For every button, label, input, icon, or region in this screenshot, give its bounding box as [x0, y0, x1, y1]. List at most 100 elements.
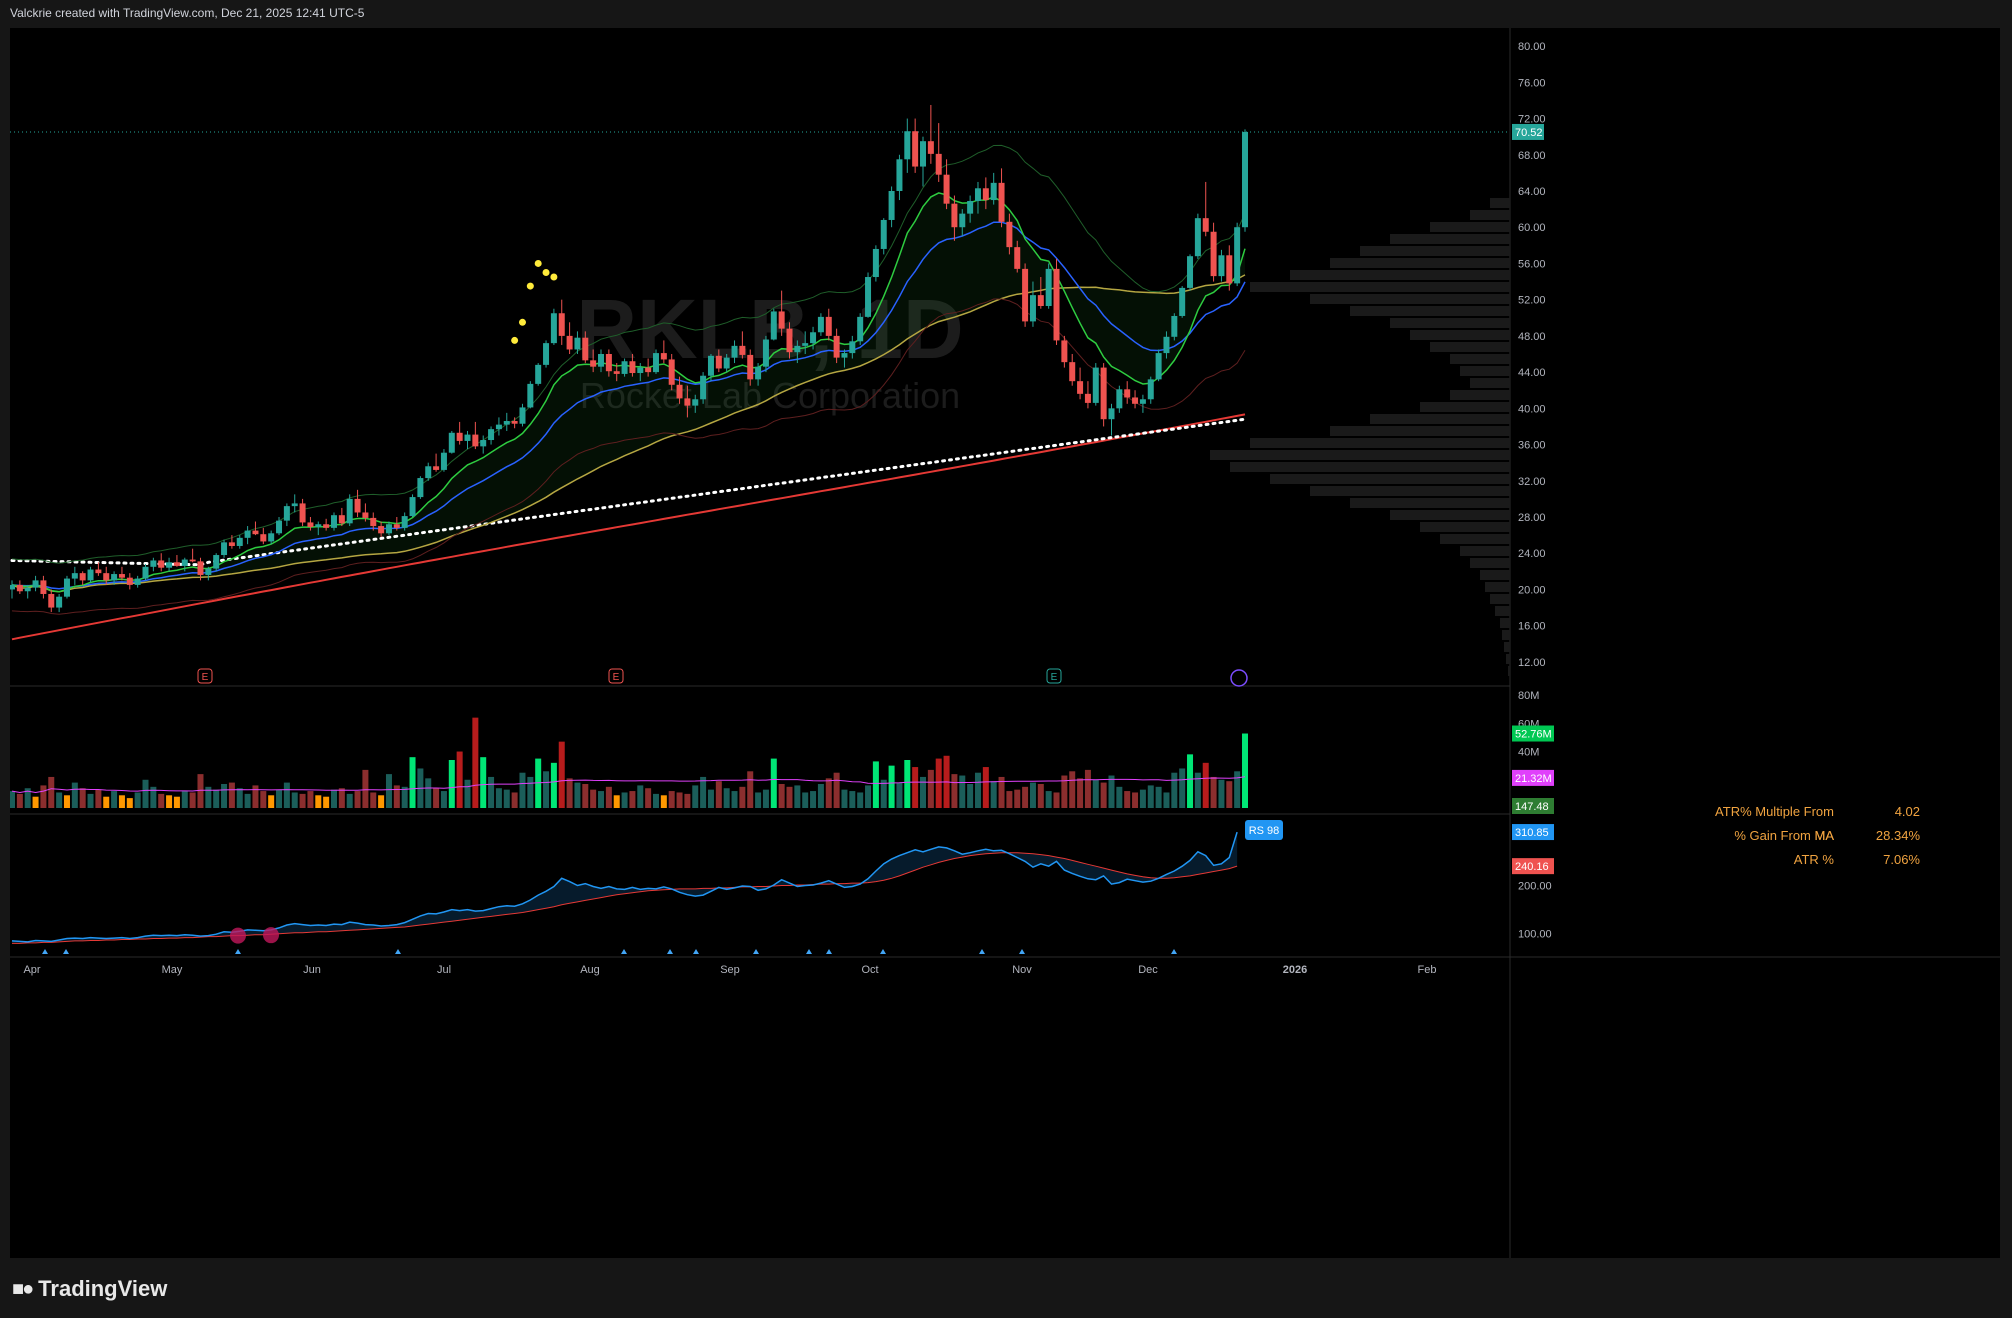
rs-marker-triangle: [1019, 949, 1025, 954]
candle-body: [307, 522, 314, 527]
candle-body: [998, 182, 1005, 222]
candle-body: [1155, 353, 1162, 380]
candle-body: [1132, 397, 1139, 404]
signal-dot: [542, 269, 550, 276]
rs-value-badge: [1512, 824, 1554, 841]
candle-body: [684, 398, 691, 406]
volume-bar: [896, 782, 903, 808]
volume-profile-bar: [1210, 450, 1510, 460]
volume-bar: [865, 785, 872, 808]
candle-body: [912, 131, 919, 167]
stat-label: % Gain From MA: [1734, 828, 1834, 843]
ema21-line: [11, 221, 1246, 590]
volume-bar: [472, 717, 479, 808]
candle-body: [299, 503, 306, 523]
volume-bar: [1132, 792, 1139, 808]
volume-bar: [48, 776, 55, 808]
volume-profile-bar: [1330, 426, 1510, 436]
rs-new-high-dot: [263, 927, 279, 944]
volume-bar: [283, 782, 290, 808]
candle-body: [221, 542, 228, 556]
volume-profile-bar: [1470, 210, 1510, 220]
price-tick-label: 24.00: [1518, 548, 1546, 560]
volume-bar: [433, 788, 440, 808]
candle-body: [16, 584, 23, 592]
stats-panel: ATR% Multiple From MA 4.02 % Gain From MA…: [1700, 800, 1920, 872]
volume-bar: [786, 786, 793, 808]
volume-bar: [111, 791, 118, 808]
brand-name: TradingView: [38, 1276, 168, 1301]
rs-value-label: 310.85: [1515, 827, 1549, 839]
candle-body: [103, 573, 110, 581]
volume-profile-bar: [1390, 318, 1510, 328]
candle-body: [448, 432, 455, 453]
earnings-marker-icon: E: [1046, 668, 1062, 684]
rs-marker-triangle: [806, 949, 812, 954]
volume-value-label: 52.76M: [1515, 729, 1552, 741]
signal-dot: [534, 259, 542, 267]
volume-bar: [935, 758, 942, 808]
candle-body: [1163, 336, 1170, 354]
candle-body: [488, 429, 495, 441]
rs-line: [11, 831, 1238, 943]
candle-body: [1045, 268, 1052, 307]
lower-band-line: [11, 298, 1246, 615]
volume-profile-bar: [1508, 666, 1510, 676]
candle-body: [24, 587, 31, 592]
earnings-marker-icon: E: [608, 668, 624, 684]
volume-bar: [1179, 768, 1186, 808]
candle-body: [1077, 381, 1084, 394]
candle-body: [668, 359, 675, 385]
stat-row: % Gain From MA 28.34%: [1700, 824, 1920, 848]
candle-body: [967, 200, 974, 214]
candle-body: [10, 584, 15, 590]
volume-profile-bar: [1495, 606, 1510, 616]
candle-body: [1116, 389, 1123, 409]
candle-body: [1147, 379, 1154, 400]
candle-body: [574, 337, 581, 350]
volume-bar: [181, 791, 188, 808]
rs-marker-triangle: [826, 949, 832, 954]
rs-new-high-dot: [230, 927, 246, 944]
time-tick-label: Jun: [303, 964, 321, 976]
volume-bar: [802, 792, 809, 808]
volume-bar: [1053, 792, 1060, 808]
time-tick-label: Nov: [1012, 964, 1032, 976]
tradingview-logo[interactable]: ■● TradingView: [12, 1276, 167, 1302]
volume-bar: [762, 789, 769, 808]
volume-bar: [598, 791, 605, 808]
volume-bar: [1029, 782, 1036, 808]
volume-bar: [967, 784, 974, 808]
candle-body: [543, 343, 550, 365]
price-tick-label: 36.00: [1518, 440, 1546, 452]
volume-bar: [158, 793, 165, 808]
candle-body: [1234, 227, 1241, 284]
candle-body: [401, 516, 408, 528]
volume-value-badge: [1512, 798, 1554, 814]
volume-bar: [959, 775, 966, 808]
chart-header: Valckrie created with TradingView.com, D…: [10, 6, 365, 20]
candle-body: [598, 354, 605, 367]
dividend-event-icon: [1230, 669, 1248, 687]
earnings-marker-box: [1046, 668, 1062, 684]
candle-body: [433, 466, 440, 470]
volume-profile-bar: [1450, 390, 1510, 400]
candle-body: [857, 316, 864, 342]
candle-body: [896, 159, 903, 191]
volume-bar: [621, 792, 628, 808]
candle-body: [731, 345, 738, 358]
volume-bar: [519, 772, 526, 808]
price-tick-label: 20.00: [1518, 584, 1546, 596]
volume-bar: [1242, 733, 1248, 808]
candle-body: [1187, 256, 1194, 288]
volume-bar: [126, 798, 133, 808]
rs-fill: [12, 832, 1238, 944]
chart-canvas[interactable]: RKLB, 1DRocket Lab CorporationEEE80.0076…: [10, 28, 2000, 1258]
candle-body: [770, 311, 777, 340]
candle-body: [582, 337, 589, 361]
candle-body: [707, 355, 714, 376]
time-tick-label: Feb: [1418, 964, 1437, 976]
candle-body: [959, 213, 966, 228]
candle-body: [935, 153, 942, 175]
